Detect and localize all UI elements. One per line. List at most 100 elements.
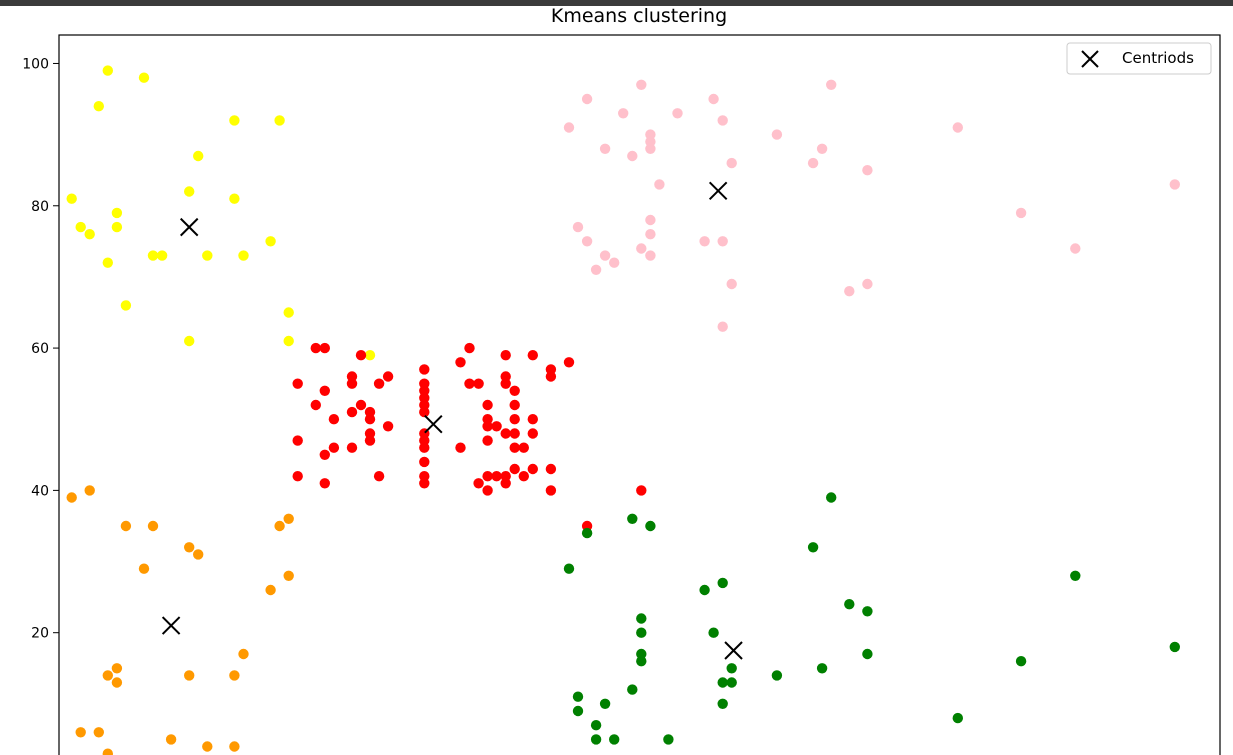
data-point-cluster-4: [572, 221, 584, 233]
data-point-cluster-3: [319, 449, 330, 460]
data-point-cluster-4: [672, 108, 683, 119]
data-point-cluster-3: [455, 442, 466, 453]
data-point-cluster-5: [717, 677, 728, 688]
data-point-cluster-5: [572, 705, 584, 717]
data-point-cluster-3: [310, 342, 321, 354]
data-point-cluster-1: [184, 186, 195, 197]
data-point-cluster-3: [319, 342, 330, 354]
data-point-cluster-1: [229, 193, 240, 204]
data-point-cluster-1: [93, 101, 105, 112]
centroid-marker: [708, 181, 728, 201]
data-point-cluster-1: [193, 150, 204, 162]
data-point-cluster-5: [844, 599, 855, 610]
data-point-cluster-4: [862, 278, 873, 290]
data-point-cluster-4: [599, 143, 611, 154]
data-point-cluster-5: [581, 527, 593, 539]
data-point-cluster-3: [482, 435, 493, 446]
data-point-cluster-5: [717, 698, 728, 709]
data-point-cluster-4: [862, 165, 873, 176]
y-tick-label: 80: [31, 199, 49, 215]
data-point-cluster-2: [184, 670, 195, 681]
y-tick-label: 60: [31, 341, 49, 357]
data-point-cluster-2: [111, 663, 123, 674]
data-point-cluster-3: [346, 406, 358, 418]
data-point-cluster-5: [708, 627, 719, 638]
data-point-cluster-5: [627, 513, 638, 524]
data-point-cluster-2: [147, 520, 159, 532]
data-point-cluster-2: [75, 727, 86, 738]
data-point-cluster-4: [636, 79, 647, 91]
data-point-cluster-5: [952, 712, 963, 724]
data-point-cluster-3: [545, 463, 557, 475]
data-point-cluster-3: [509, 399, 520, 411]
data-point-cluster-2: [238, 648, 249, 660]
data-point-cluster-4: [1169, 179, 1181, 190]
data-point-cluster-3: [355, 350, 367, 361]
data-point-cluster-2: [93, 727, 105, 738]
data-point-cluster-3: [328, 414, 340, 425]
data-point-cluster-5: [771, 670, 783, 681]
data-point-cluster-3: [527, 414, 538, 425]
data-point-cluster-5: [636, 613, 647, 624]
data-point-cluster-3: [382, 421, 394, 432]
data-point-cluster-3: [482, 421, 493, 432]
data-point-cluster-3: [473, 378, 484, 389]
data-point-cluster-3: [545, 371, 557, 382]
data-point-cluster-4: [726, 157, 737, 169]
data-point-cluster-3: [310, 399, 321, 411]
data-point-cluster-3: [292, 435, 303, 446]
data-point-cluster-3: [464, 342, 475, 354]
data-point-cluster-3: [518, 442, 529, 453]
data-point-cluster-2: [138, 563, 150, 574]
data-point-cluster-2: [265, 584, 276, 596]
data-point-cluster-3: [500, 371, 511, 382]
data-point-cluster-3: [509, 428, 520, 439]
data-point-cluster-3: [636, 485, 647, 496]
data-point-cluster-3: [509, 442, 520, 453]
data-point-cluster-3: [346, 371, 358, 382]
points-layer: [66, 65, 1181, 755]
data-point-cluster-5: [1015, 656, 1027, 667]
data-point-cluster-3: [518, 471, 529, 482]
data-point-cluster-4: [717, 115, 728, 126]
data-point-cluster-2: [84, 485, 95, 496]
data-point-cluster-1: [364, 350, 376, 361]
data-point-cluster-3: [509, 414, 520, 425]
data-point-cluster-3: [328, 442, 340, 453]
data-point-cluster-3: [364, 435, 376, 446]
data-point-cluster-3: [473, 478, 484, 489]
data-point-cluster-3: [509, 463, 520, 475]
data-point-cluster-4: [1015, 207, 1027, 219]
data-point-cluster-1: [156, 250, 168, 261]
data-point-cluster-5: [572, 691, 584, 702]
data-point-cluster-3: [500, 378, 511, 389]
data-point-cluster-4: [636, 243, 647, 254]
data-point-cluster-4: [826, 79, 837, 91]
plot-frame: [58, 34, 1221, 755]
data-point-cluster-2: [229, 670, 240, 681]
data-point-cluster-1: [238, 250, 249, 261]
data-point-cluster-3: [527, 350, 538, 361]
data-point-cluster-3: [382, 371, 394, 382]
y-axis: 20 40 60 80 100: [22, 56, 59, 642]
y-tick-label: 20: [31, 626, 49, 642]
data-point-cluster-5: [816, 663, 828, 674]
data-point-cluster-5: [563, 563, 575, 574]
data-point-cluster-5: [590, 720, 602, 731]
legend-label-centroids: Centriods: [1122, 49, 1194, 67]
data-point-cluster-4: [726, 278, 737, 290]
data-point-cluster-4: [618, 108, 629, 119]
data-point-cluster-1: [111, 221, 123, 233]
data-point-cluster-3: [292, 471, 303, 482]
data-point-cluster-3: [491, 421, 502, 432]
data-point-cluster-3: [500, 428, 511, 439]
y-tick-label: 100: [22, 56, 49, 72]
data-point-cluster-1: [274, 115, 285, 126]
data-point-cluster-2: [202, 741, 213, 752]
data-point-cluster-3: [482, 399, 493, 411]
data-point-cluster-5: [627, 684, 638, 695]
data-point-cluster-4: [645, 143, 656, 154]
data-point-cluster-1: [283, 307, 294, 318]
data-point-cluster-3: [500, 478, 511, 489]
data-point-cluster-3: [464, 378, 475, 389]
